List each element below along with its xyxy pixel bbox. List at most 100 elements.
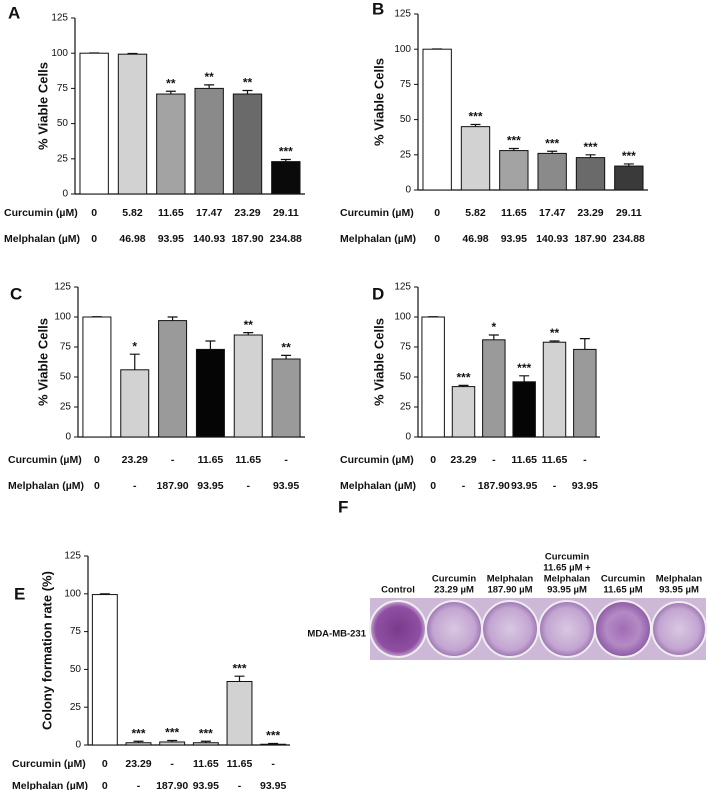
bar [271, 161, 301, 195]
row-value: 11.65 [542, 454, 568, 466]
significance: * [132, 339, 137, 353]
bar [499, 150, 529, 191]
condition-label: 11.65 µM [603, 585, 642, 596]
row-value: 234.88 [613, 233, 645, 245]
significance: *** [545, 136, 559, 150]
row-value: - [238, 780, 242, 790]
row-value: 0 [102, 758, 108, 770]
condition-label: 187.90 µM [487, 585, 532, 596]
bar [226, 680, 253, 746]
error-bar [470, 123, 481, 127]
bar [482, 339, 506, 438]
row-value: - [492, 454, 496, 466]
row-value: 0 [94, 454, 100, 466]
y-tick-label: 0 [405, 432, 411, 443]
bar [460, 126, 491, 191]
row-label: Curcumin (µM) [340, 207, 414, 219]
condition-label: Curcumin [601, 574, 646, 585]
error-bar [127, 52, 138, 55]
y-tick-label: 125 [64, 551, 81, 562]
bar [422, 48, 452, 191]
row-value: - [133, 480, 137, 492]
bar [537, 152, 567, 191]
bar [271, 358, 301, 438]
row-label: Melphalan (µM) [4, 233, 80, 245]
row-value: - [170, 758, 174, 770]
condition-label: Curcumin [545, 552, 590, 563]
error-bar [280, 158, 291, 162]
row-value: 23.29 [125, 758, 151, 770]
y-tick-label: 125 [394, 9, 411, 20]
error-bar [167, 316, 178, 321]
significance: ** [244, 318, 254, 332]
error-bar [167, 739, 178, 742]
y-tick-label: 100 [394, 312, 411, 323]
row-value: 23.29 [577, 207, 603, 219]
panel-letter: B [372, 0, 384, 18]
row-label: Melphalan (µM) [340, 480, 416, 492]
bar [156, 93, 186, 195]
row-value: 93.95 [511, 480, 537, 492]
significance: *** [266, 729, 280, 743]
row-value: 11.65 [193, 758, 219, 770]
row-label: Melphalan (µM) [340, 233, 416, 245]
y-tick-label: 100 [64, 588, 81, 599]
error-bar [205, 340, 216, 350]
row-value: 5.82 [465, 207, 486, 219]
panel-letter: A [8, 3, 20, 22]
bar [192, 742, 219, 746]
row-value: - [247, 480, 251, 492]
y-tick-label: 125 [51, 13, 68, 24]
error-bar [585, 154, 596, 158]
y-tick-label: 75 [70, 626, 82, 637]
row-value: - [137, 780, 141, 790]
significance: *** [279, 145, 293, 159]
y-tick-label: 0 [62, 189, 68, 200]
row-value: 0 [91, 207, 97, 219]
error-bar [242, 89, 253, 95]
row-label: Melphalan (µM) [8, 480, 84, 492]
significance: * [491, 320, 496, 334]
condition-label: 23.29 µM [434, 585, 474, 596]
bar [542, 341, 567, 438]
panel-letter: E [14, 584, 25, 603]
well [594, 600, 652, 658]
y-tick-label: 0 [405, 185, 411, 196]
bar [79, 52, 109, 195]
row-value: 29.11 [273, 207, 299, 219]
well [538, 600, 596, 658]
row-value: 11.65 [198, 454, 224, 466]
bar [91, 594, 118, 746]
error-bar [133, 740, 144, 743]
y-tick-label: 25 [70, 702, 82, 713]
significance: *** [622, 149, 636, 163]
row-value: 187.90 [478, 480, 510, 492]
significance: ** [550, 326, 560, 340]
y-axis-label: Colony formation rate (%) [39, 571, 54, 730]
y-axis-label: % Viable Cells [371, 58, 386, 146]
condition-label: Control [381, 585, 415, 596]
error-bar [488, 334, 499, 340]
y-axis-label: % Viable Cells [35, 62, 50, 150]
y-tick-label: 25 [400, 402, 412, 413]
error-bar [99, 593, 110, 595]
y-tick-label: 25 [400, 149, 412, 160]
condition-label: Melphalan [544, 574, 591, 585]
y-tick-label: 75 [400, 79, 412, 90]
bar [82, 316, 112, 438]
row-value: 0 [91, 233, 97, 245]
row-label: Curcumin (µM) [12, 758, 86, 770]
row-value: 187.90 [157, 480, 189, 492]
significance: ** [281, 341, 291, 355]
y-tick-label: 50 [400, 372, 412, 383]
bar [232, 93, 263, 195]
condition-label: Melphalan [487, 574, 534, 585]
row-value: 93.95 [193, 780, 219, 790]
panel-letter: D [372, 284, 384, 303]
significance: *** [507, 134, 521, 148]
row-value: 11.65 [158, 207, 184, 219]
cell-line-label: MDA-MB-231 [307, 629, 366, 640]
bar [512, 381, 536, 438]
significance: *** [456, 371, 470, 385]
bar [614, 165, 644, 191]
